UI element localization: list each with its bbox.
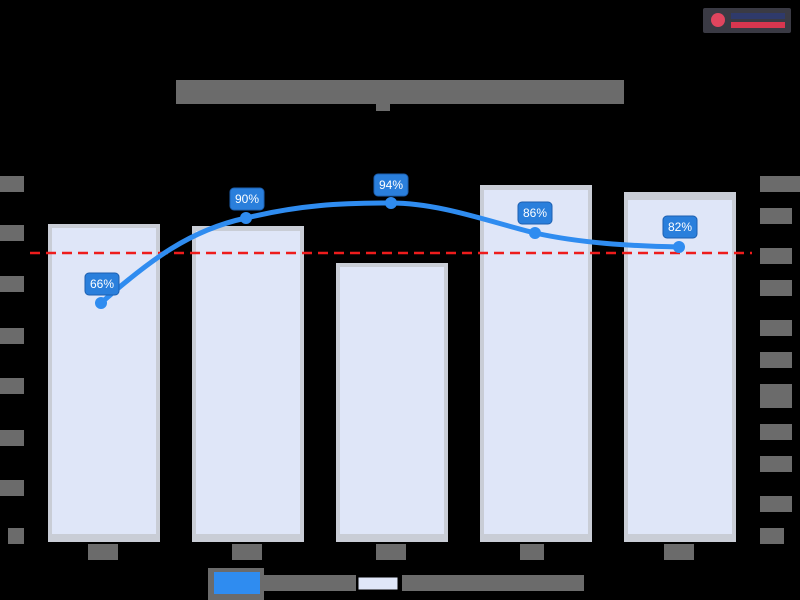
left-axis-labels (0, 176, 24, 544)
data-label-5: 82% (662, 215, 698, 239)
logo-text-line-1 (731, 13, 785, 19)
brand-logo (703, 8, 791, 33)
x-axis-labels (88, 544, 694, 560)
legend-label-line (264, 575, 356, 591)
logo-icon (711, 13, 725, 27)
data-label-2: 90% (229, 187, 265, 211)
svg-text:90%: 90% (235, 192, 259, 206)
chart-title-descender (376, 104, 390, 111)
svg-text:66%: 66% (90, 277, 114, 291)
data-label-1: 66% (84, 272, 120, 296)
logo-text-line-2 (731, 22, 785, 28)
bar-series (48, 185, 736, 542)
legend-swatch-line (214, 572, 260, 594)
data-label-3: 94% (373, 173, 409, 197)
line-markers (95, 197, 685, 309)
chart-title: [redacted] (176, 80, 624, 104)
svg-text:86%: 86% (523, 206, 547, 220)
data-label-4: 86% (517, 201, 553, 225)
legend-swatch-bar (357, 576, 399, 591)
legend (208, 568, 584, 600)
svg-text:94%: 94% (379, 178, 403, 192)
svg-text:82%: 82% (668, 220, 692, 234)
legend-label-bar (402, 575, 584, 591)
right-axis-labels (760, 176, 800, 544)
